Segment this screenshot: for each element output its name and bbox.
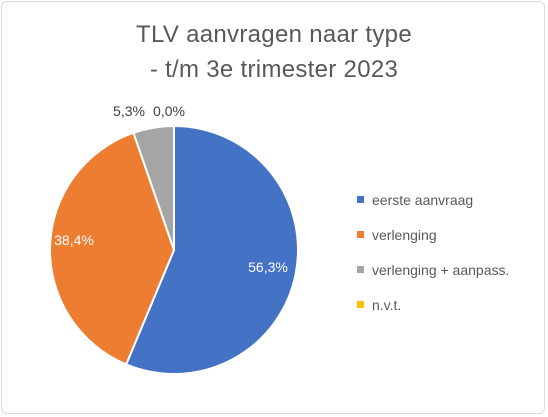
legend-swatch [357,196,364,203]
data-label-2: 5,3% [113,103,145,119]
legend-label: verlenging + aanpass. [372,262,510,278]
data-label-3: 0,0% [153,103,185,119]
legend-swatch [357,266,364,273]
legend-label: eerste aanvraag [372,192,474,208]
legend-swatch [357,301,364,308]
data-label-1: 38,4% [54,232,94,248]
legend-label: n.v.t. [372,297,402,313]
legend-label: verlenging [372,227,437,243]
legend-swatch [357,231,364,238]
data-label-0: 56,3% [248,259,288,275]
pie-slice-1 [49,131,176,366]
chart-title-line-2: - t/m 3e trimester 2023 [149,56,399,83]
chart-title-line-1: TLV aanvragen naar type [136,21,412,48]
pie-slice-0 [124,124,299,375]
pie-slice-2 [132,124,175,251]
